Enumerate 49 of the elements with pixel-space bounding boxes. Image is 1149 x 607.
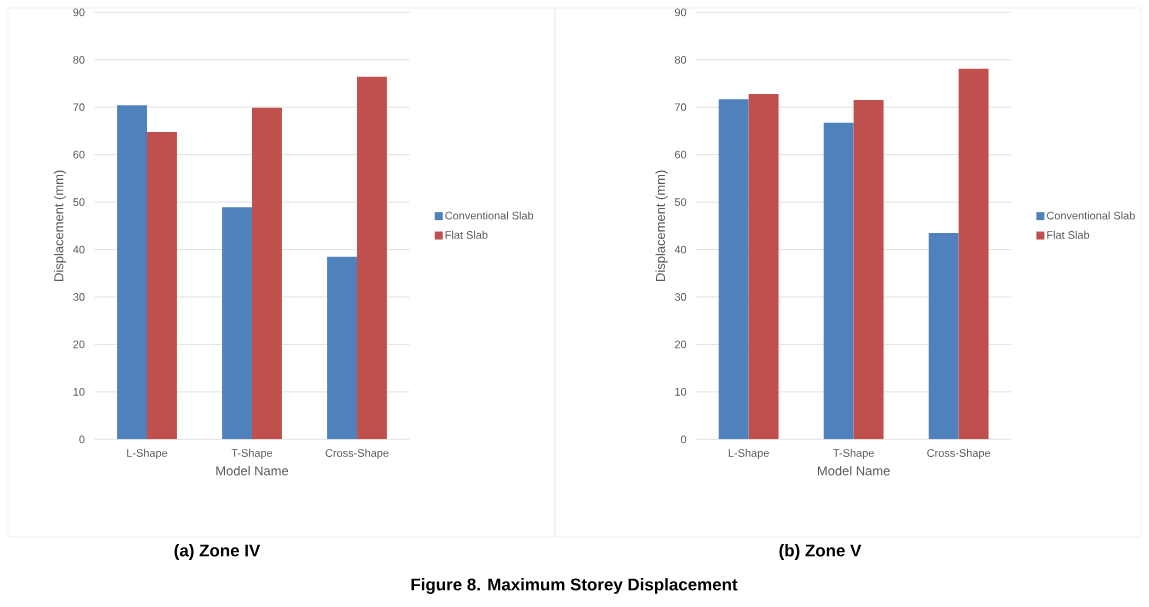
y-tick-label: 40 — [674, 245, 687, 254]
y-tick-label: 50 — [674, 198, 687, 206]
bar — [252, 107, 282, 440]
y-tick-label: 60 — [73, 150, 85, 159]
y-tick-label: 70 — [675, 103, 687, 112]
y-tick-label: 20 — [73, 340, 85, 349]
y-tick-label: 0 — [680, 435, 687, 444]
y-tick-label: 20 — [674, 340, 687, 349]
x-tick-label: T-Shape — [231, 448, 273, 460]
caption: Figure 8. Maximum Storey Displacement — [411, 578, 738, 594]
y-tick-label: 30 — [73, 293, 85, 301]
bar — [327, 256, 358, 440]
bar — [718, 99, 749, 440]
bar — [958, 68, 989, 440]
text: (b) Zone V — [779, 544, 862, 560]
y-tick-label: 90 — [674, 8, 687, 17]
x-tick-label: T-Shape — [833, 448, 874, 460]
x-axis-title: Model Name — [216, 465, 289, 476]
x-tick-label: L-Shape — [127, 448, 168, 460]
bar — [823, 122, 854, 440]
y-tick-label: 80 — [674, 55, 687, 64]
legend-label: Conventional Slab — [445, 211, 534, 220]
y-tick-label: 50 — [73, 198, 85, 206]
x-tick-label: L-Shape — [728, 448, 769, 460]
y-tick-label: 10 — [73, 388, 85, 396]
y-tick-label: 0 — [79, 435, 85, 444]
bar — [853, 100, 884, 440]
bar — [147, 131, 177, 440]
y-tick-label: 80 — [73, 55, 85, 64]
bar — [928, 232, 959, 440]
y-tick-label: 10 — [675, 388, 687, 396]
y-tick-label: 90 — [73, 8, 85, 17]
legend-label: Conventional Slab — [1046, 211, 1135, 220]
y-tick-label: 60 — [675, 150, 687, 159]
x-tick-label: Cross-Shape — [927, 448, 991, 460]
y-tick-label: 30 — [674, 293, 687, 301]
y-tick-label: 40 — [73, 245, 85, 254]
bar — [357, 76, 387, 440]
bar — [222, 207, 253, 440]
bar — [748, 93, 779, 440]
y-tick-label: 70 — [73, 103, 85, 112]
text: (a) Zone IV — [174, 544, 261, 560]
y-axis-title: Displacement (mm) — [655, 170, 668, 281]
legend-label: Flat Slab — [1047, 230, 1090, 239]
legend-label: Flat Slab — [445, 230, 488, 239]
y-axis-title: Displacement (mm) — [53, 170, 66, 281]
x-axis-title: Model Name — [818, 465, 890, 476]
bar — [117, 105, 148, 440]
x-tick-label: Cross-Shape — [325, 448, 389, 460]
